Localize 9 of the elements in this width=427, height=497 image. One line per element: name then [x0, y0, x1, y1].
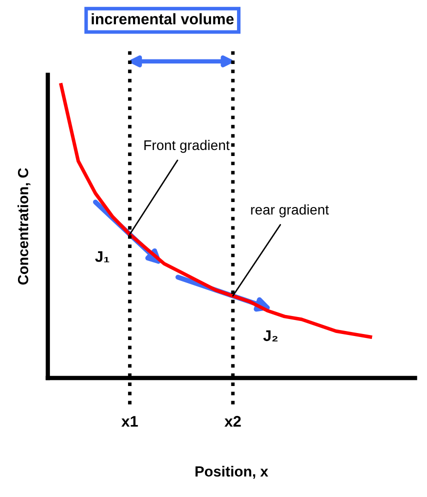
y-axis-title: Concentration, C: [18, 168, 30, 285]
annotation: J₁: [95, 251, 110, 262]
text: incremental volume: [92, 13, 234, 24]
x-axis-title: Position, x: [196, 466, 268, 479]
annotation: Front gradient: [144, 140, 230, 153]
annotation: J₂: [263, 330, 278, 342]
x-tick-label: x2: [224, 416, 241, 427]
x-tick-label: x1: [121, 416, 138, 427]
annotation: rear gradient: [251, 204, 329, 218]
